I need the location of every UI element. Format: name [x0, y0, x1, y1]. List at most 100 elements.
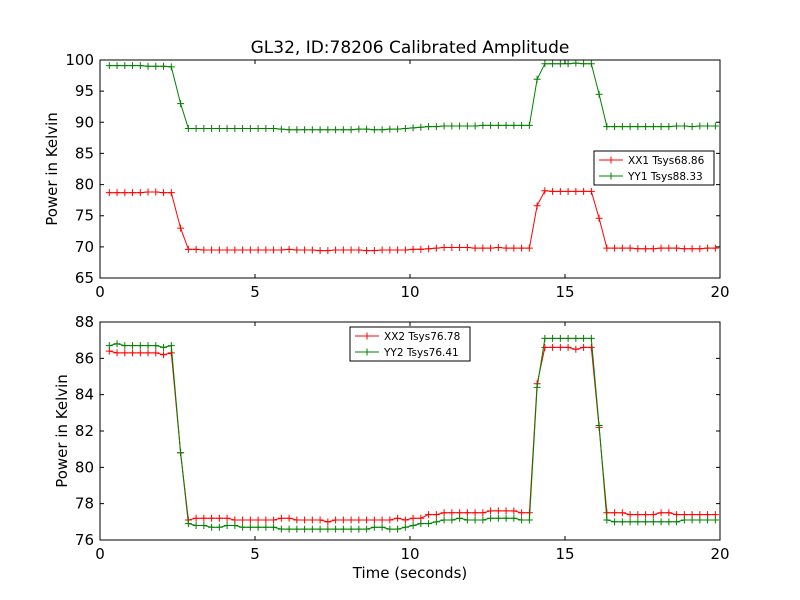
data-point	[642, 511, 650, 519]
data-point	[301, 525, 309, 533]
data-point	[239, 523, 247, 531]
data-point	[463, 509, 471, 517]
data-point	[463, 516, 471, 524]
data-point	[152, 62, 160, 70]
data-point	[502, 244, 510, 252]
data-point	[618, 518, 626, 526]
data-point	[510, 514, 518, 522]
data-point	[262, 246, 270, 254]
data-point	[417, 123, 425, 131]
data-point	[696, 516, 704, 524]
data-point	[355, 516, 363, 524]
y-tick-label: 95	[75, 82, 94, 100]
data-point	[518, 244, 526, 252]
data-point	[618, 509, 626, 517]
data-point	[572, 345, 580, 353]
y-axis-label: Power in Kelvin	[43, 112, 61, 226]
y-tick-label: 78	[75, 495, 94, 513]
data-point	[673, 244, 681, 252]
data-point	[533, 383, 541, 391]
data-point	[556, 343, 564, 351]
data-point	[541, 343, 549, 351]
data-point	[704, 516, 712, 524]
data-point	[688, 516, 696, 524]
data-point	[673, 511, 681, 519]
data-point	[355, 125, 363, 133]
data-point	[425, 245, 433, 253]
data-point	[316, 247, 324, 255]
data-point	[432, 123, 440, 131]
data-point	[541, 334, 549, 342]
series-2	[105, 334, 719, 533]
data-point	[363, 516, 371, 524]
data-point	[378, 523, 386, 531]
y-tick-label: 80	[75, 458, 94, 476]
series-line	[109, 62, 716, 131]
data-point	[239, 246, 247, 254]
data-point	[184, 125, 192, 133]
data-point	[518, 516, 526, 524]
data-point	[160, 351, 168, 359]
data-point	[370, 247, 378, 255]
series-2	[105, 59, 719, 134]
data-point	[144, 342, 152, 350]
data-point	[177, 100, 185, 108]
data-point	[113, 349, 121, 357]
data-point	[144, 188, 152, 196]
data-point	[680, 245, 688, 253]
legend-label: YY2 Tsys76.41	[383, 347, 459, 359]
data-point	[177, 449, 185, 457]
data-point	[394, 246, 402, 254]
y-tick-label: 86	[75, 349, 94, 367]
y-tick-label: 85	[75, 144, 94, 162]
data-point	[223, 514, 231, 522]
x-tick-label: 5	[250, 545, 260, 563]
data-point	[378, 126, 386, 134]
data-point	[440, 509, 448, 517]
data-point	[293, 525, 301, 533]
x-tick-label: 10	[400, 545, 419, 563]
data-point	[293, 246, 301, 254]
data-point	[649, 245, 657, 253]
data-point	[208, 246, 216, 254]
data-point	[136, 62, 144, 70]
data-point	[160, 189, 168, 197]
data-point	[510, 244, 518, 252]
data-point	[401, 125, 409, 133]
data-point	[549, 60, 557, 68]
data-point	[556, 187, 564, 195]
data-point	[378, 246, 386, 254]
data-point	[363, 247, 371, 255]
data-point	[332, 516, 340, 524]
bottom-chart: 0 5 10 15 20 76 78 80 82 84 86 88 Power in Kelvin Tim…	[53, 313, 730, 582]
data-point	[308, 246, 316, 254]
data-point	[386, 525, 394, 533]
data-point	[417, 520, 425, 528]
data-point	[105, 62, 113, 70]
data-point	[611, 509, 619, 517]
data-point	[432, 244, 440, 252]
data-point	[502, 121, 510, 129]
data-point	[200, 514, 208, 522]
data-point	[121, 342, 129, 350]
data-point	[657, 518, 665, 526]
data-point	[634, 123, 642, 131]
data-point	[634, 511, 642, 519]
legend: XX1 Tsys68.86 YY1 Tsys88.33	[593, 150, 715, 186]
series-line	[109, 346, 716, 523]
data-point	[456, 514, 464, 522]
data-point	[401, 246, 409, 254]
data-point	[270, 523, 278, 531]
data-point	[657, 509, 665, 517]
legend: XX2 Tsys76.78 YY2 Tsys76.41	[349, 326, 471, 362]
data-point	[184, 520, 192, 528]
data-point	[634, 518, 642, 526]
data-point	[595, 90, 603, 98]
data-point	[167, 189, 175, 197]
data-point	[270, 125, 278, 133]
data-point	[129, 62, 137, 70]
data-point	[425, 511, 433, 519]
data-point	[262, 523, 270, 531]
data-point	[246, 523, 254, 531]
data-point	[425, 123, 433, 131]
